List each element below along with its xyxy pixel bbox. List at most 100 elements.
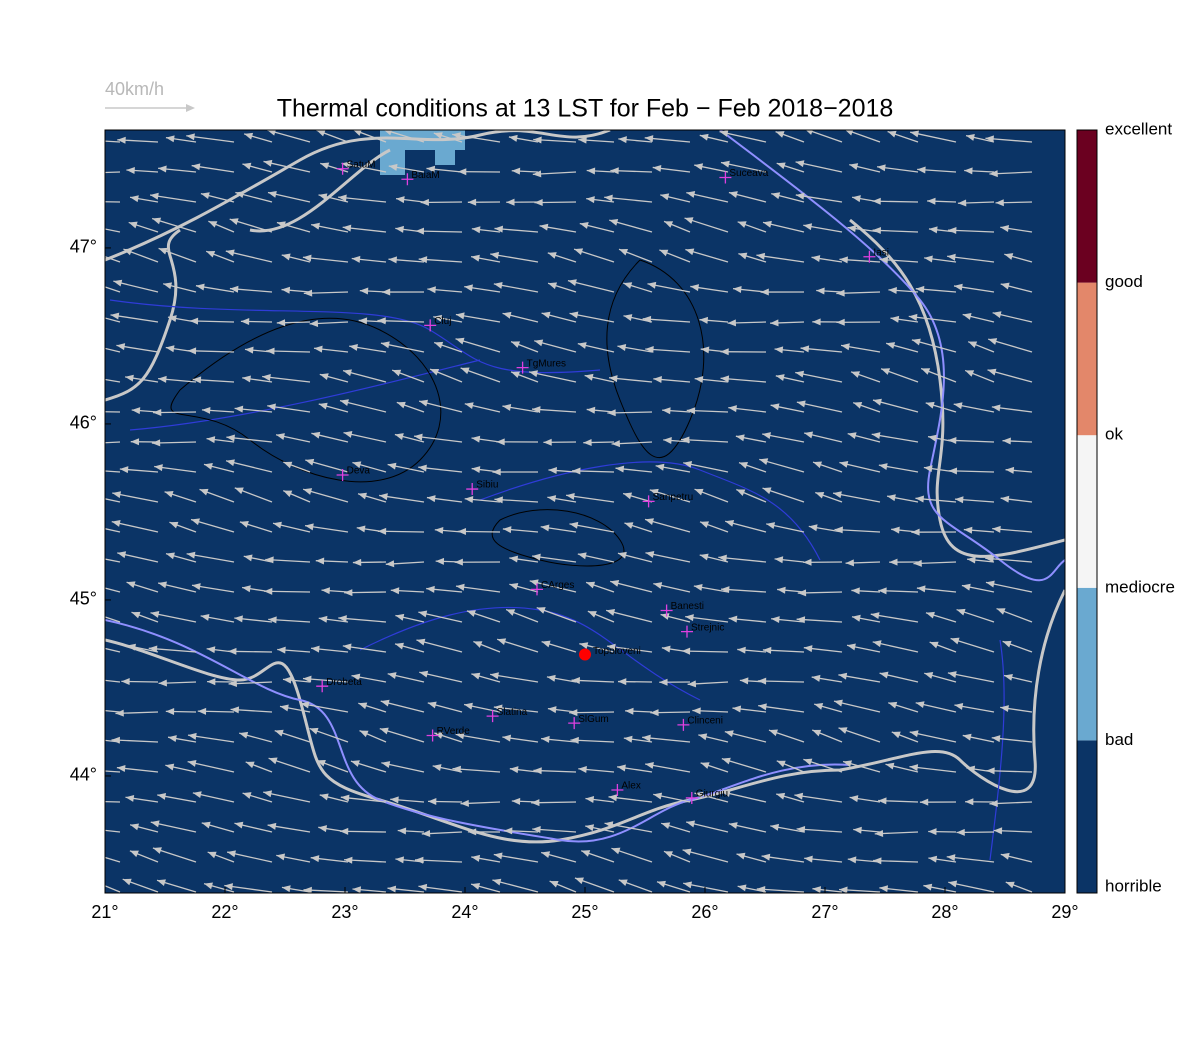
wind-arrow-head <box>343 430 353 438</box>
wind-arrow-head <box>395 613 405 621</box>
station-marker <box>685 791 698 804</box>
wind-arrow-head <box>736 489 746 496</box>
wind-arrow-head <box>243 554 253 562</box>
wind-arrow-head <box>768 729 778 737</box>
wind-arrow-head <box>908 313 918 321</box>
station-label: Clinceni <box>687 716 723 727</box>
wind-arrow-head <box>989 799 998 807</box>
wind-arrow-head <box>192 376 202 384</box>
wind-arrow-head <box>569 709 578 717</box>
wind-arrow-head <box>878 463 888 471</box>
wind-arrow <box>105 587 121 593</box>
wind-arrow-head <box>610 167 619 175</box>
wind-arrow-head <box>235 191 245 199</box>
wind-arrow-head <box>497 638 507 646</box>
wind-arrow-head <box>608 794 618 802</box>
wind-arrow-head <box>245 761 255 769</box>
wind-arrow-head <box>872 398 882 406</box>
wind-arrow-head <box>770 319 779 327</box>
wind-arrow-head <box>226 434 235 442</box>
wind-arrow-head <box>490 672 499 680</box>
wind-arrow-head <box>158 165 167 173</box>
wind-arrow-head <box>305 458 315 466</box>
wind-arrow-head <box>803 558 812 566</box>
wind-arrow-head <box>611 440 621 448</box>
wind-arrow-head <box>762 646 772 654</box>
wind-arrow-head <box>833 491 842 499</box>
wind-arrow-head <box>415 856 424 864</box>
wind-arrow-head <box>915 285 925 293</box>
wind-arrow-head <box>318 615 328 623</box>
wind-arrow-head <box>93 707 102 714</box>
wind-arrow-head <box>426 495 436 503</box>
wind-arrow-head <box>586 196 595 204</box>
wind-arrow <box>105 470 121 473</box>
wind-arrow-head <box>851 587 860 595</box>
wind-arrow-head <box>529 370 538 378</box>
wind-arrow-head <box>541 735 550 743</box>
wind-arrow-head <box>694 488 704 496</box>
wind-arrow-head <box>508 134 518 142</box>
wind-arrow-head <box>511 797 521 805</box>
wind-arrow-head <box>273 521 282 529</box>
x-tick-label: 27° <box>811 902 838 922</box>
wind-arrow-head <box>645 518 654 526</box>
wind-arrow-head <box>471 226 481 234</box>
wind-arrow-head <box>381 761 391 768</box>
wind-arrow-head <box>617 344 627 351</box>
wind-arrow-head <box>873 857 882 865</box>
wind-arrow <box>105 527 121 533</box>
wind-arrow-head <box>757 677 767 685</box>
wind-arrow-head <box>309 319 319 327</box>
wind-arrow-head <box>607 409 616 417</box>
station-label: Sibiu <box>476 480 498 491</box>
wind-arrow-head <box>419 399 429 407</box>
wind-arrow-head <box>473 641 483 648</box>
wind-arrow-head <box>532 170 542 178</box>
map-fill <box>105 130 1065 893</box>
wind-arrow-head <box>315 557 325 565</box>
wind-arrow-head <box>946 854 956 862</box>
wind-arrow-head <box>700 346 710 354</box>
wind-arrow-head <box>963 526 973 534</box>
wind-arrow-head <box>578 136 587 144</box>
x-tick-label: 28° <box>931 902 958 922</box>
wind-arrow-head <box>434 526 444 534</box>
wind-arrow-head <box>344 856 353 864</box>
y-tick-label: 45° <box>70 589 97 609</box>
wind-arrow-head <box>157 792 167 800</box>
wind-arrow-head <box>533 136 542 144</box>
wind-arrow-head <box>502 403 512 411</box>
wind-arrow-head <box>928 828 937 836</box>
wind-arrow-head <box>534 339 544 347</box>
wind-arrow-head <box>267 190 277 198</box>
wind-arrow <box>105 679 121 683</box>
wind-arrow-head <box>872 640 882 648</box>
wind-arrow-head <box>455 583 465 591</box>
wind-arrow-head <box>433 132 443 139</box>
wind-arrow-head <box>116 765 126 773</box>
wind-arrow-head <box>774 556 784 564</box>
wind-arrow-head <box>985 135 994 143</box>
wind-arrow-head <box>158 375 167 383</box>
wind-arrow-head <box>206 251 216 258</box>
wind-arrow-head <box>509 555 519 563</box>
wind-arrow-head <box>909 730 919 738</box>
wind-arrow-head <box>585 824 595 832</box>
wind-arrow-head <box>228 647 237 655</box>
wind-arrow-head <box>494 225 504 233</box>
wind-arrow-head <box>881 368 891 375</box>
wind-arrow-head <box>763 220 772 228</box>
wind-arrow-head <box>380 699 390 707</box>
border <box>105 130 1065 844</box>
wind-arrow-head <box>737 221 747 228</box>
wind-arrow-head <box>152 217 162 225</box>
wind-arrow-head <box>117 551 127 559</box>
wind-arrow <box>105 709 121 713</box>
wind-arrow-head <box>954 283 963 291</box>
wind-arrow-head <box>872 227 882 235</box>
wind-arrow <box>105 885 121 893</box>
wind-arrow-head <box>385 560 395 568</box>
wind-arrow-head <box>204 882 213 890</box>
wind-arrow-head <box>119 466 129 474</box>
